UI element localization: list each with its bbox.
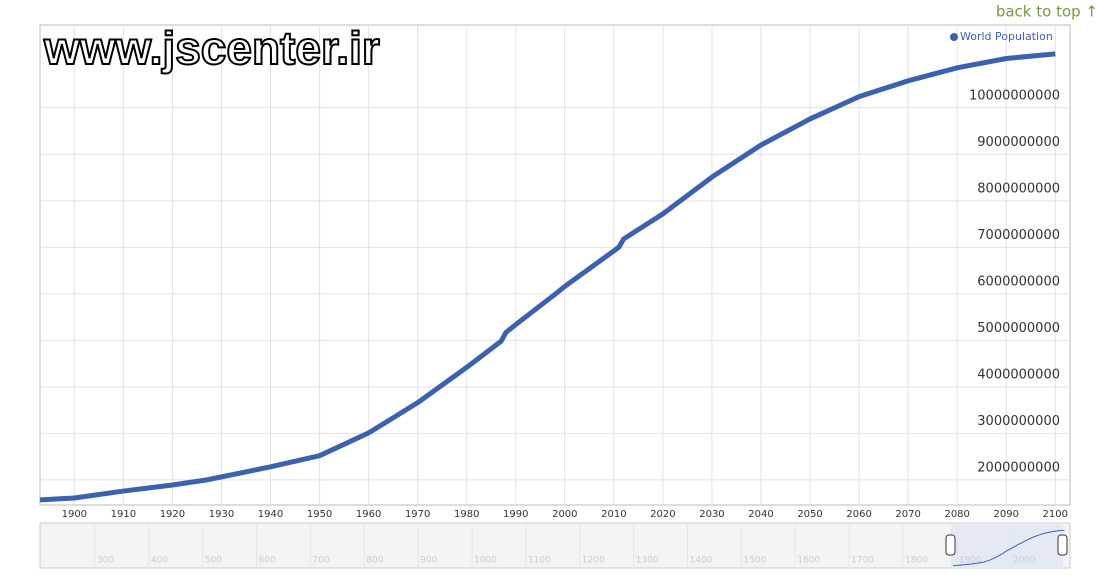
x-tick-label: 2100	[1043, 509, 1068, 520]
x-tick-label: 1930	[209, 509, 234, 520]
x-tick-label: 2080	[944, 509, 969, 520]
navigator-tick-label: 1800	[905, 556, 928, 566]
navigator-tick-label: 1100	[528, 556, 551, 566]
y-tick-label: 5000000000	[977, 321, 1060, 336]
range-handle[interactable]	[945, 534, 956, 556]
navigator-tick-label: 2000	[1013, 556, 1036, 566]
navigator-tick-label: 1200	[582, 556, 605, 566]
navigator-tick-label: 1700	[851, 556, 874, 566]
navigator-layer: 300 400 500 600 700 800 900 1000 1100 1200 1300 140…	[94, 523, 1065, 568]
series-line	[39, 51, 1056, 503]
navigator-tick-label: 1600	[797, 556, 820, 566]
navigator-tick-label: 1000	[474, 556, 497, 566]
navigator-tick-label: 400	[151, 556, 168, 566]
y-tick-label: 9000000000	[977, 135, 1060, 150]
x-tick-label: 1910	[111, 509, 136, 520]
navigator-tick-label: 800	[366, 556, 383, 566]
navigator-tick-label: 1500	[743, 556, 766, 566]
x-tick-label: 2020	[650, 509, 675, 520]
x-tick-label: 1920	[160, 509, 185, 520]
y-tick-label: 6000000000	[977, 274, 1060, 289]
y-tick-label: 2000000000	[977, 460, 1060, 475]
range-selection[interactable]	[951, 523, 1063, 568]
navigator-line	[953, 529, 1065, 567]
x-tick-label: 2000	[552, 509, 577, 520]
x-tick-label: 2090	[994, 509, 1019, 520]
x-tick-label: 1970	[405, 509, 430, 520]
y-tick-label: 8000000000	[977, 181, 1060, 196]
y-tick-label: 3000000000	[977, 414, 1060, 429]
x-tick-label: 1960	[356, 509, 381, 520]
plot-frame	[39, 24, 1071, 506]
back-to-top-link[interactable]: back to top ↑	[996, 3, 1098, 21]
navigator-tick-label: 900	[420, 556, 437, 566]
navigator-tick-label: 1900	[959, 556, 982, 566]
x-tick-label: 2040	[748, 509, 773, 520]
x-tick-label: 2050	[797, 509, 822, 520]
navigator-tick-label: 1400	[690, 556, 713, 566]
navigator-tick-label: 1300	[636, 556, 659, 566]
y-tick-label: 7000000000	[977, 228, 1060, 243]
navigator-tick-label: 300	[97, 556, 114, 566]
y-tick-label: 10000000000	[969, 88, 1060, 103]
navigator-tick-label: 500	[205, 556, 222, 566]
x-tick-label: 2030	[699, 509, 724, 520]
navigator-tick-label: 700	[312, 556, 329, 566]
series-layer	[39, 51, 1056, 503]
x-tick-label: 2060	[846, 509, 871, 520]
y-tick-label: 4000000000	[977, 367, 1060, 382]
x-tick-label: 2070	[895, 509, 920, 520]
watermark: www.jscenter.ir	[43, 22, 380, 74]
grid	[40, 25, 1070, 505]
range-handle[interactable]	[1057, 534, 1068, 556]
legend-marker	[950, 33, 958, 41]
legend-label: World Population	[960, 30, 1053, 43]
x-tick-label: 1900	[62, 509, 87, 520]
range-navigator[interactable]	[39, 522, 1071, 569]
navigator-tick-label: 600	[259, 556, 276, 566]
x-tick-label: 1980	[454, 509, 479, 520]
x-tick-label: 1950	[307, 509, 332, 520]
x-tick-label: 1990	[503, 509, 528, 520]
x-tick-label: 1940	[258, 509, 283, 520]
x-tick-label: 2010	[601, 509, 626, 520]
